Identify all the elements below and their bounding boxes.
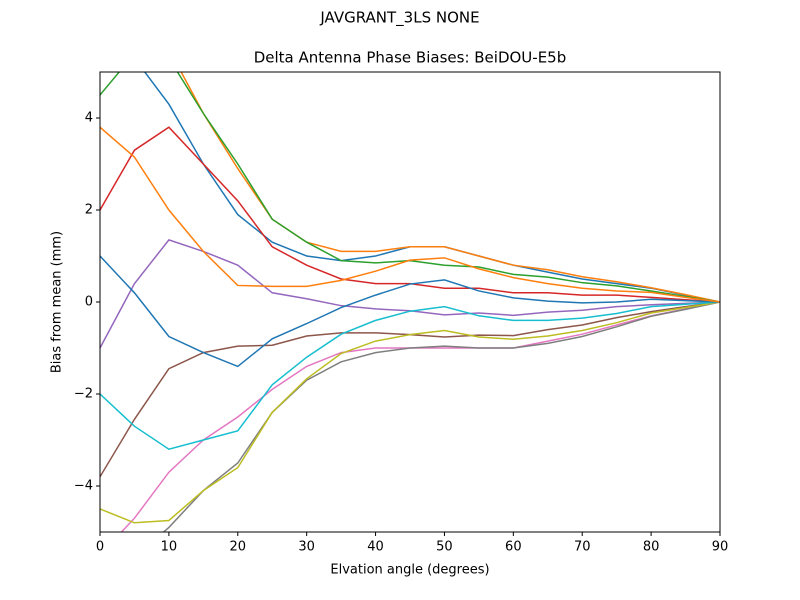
x-tick-label: 50 xyxy=(436,540,453,555)
series-line xyxy=(100,301,720,524)
x-tick-label: 40 xyxy=(367,540,384,555)
y-tick-label: 0 xyxy=(85,295,93,310)
series-line xyxy=(100,255,720,368)
x-axis-label: Elvation angle (degrees) xyxy=(330,563,489,578)
y-tick-label: 2 xyxy=(85,203,93,218)
x-tick-label: 60 xyxy=(505,540,522,555)
x-tick-label: 30 xyxy=(298,540,315,555)
y-axis-label: Bias from mean (mm) xyxy=(50,231,65,373)
x-tick-label: 70 xyxy=(574,540,591,555)
series-line xyxy=(100,301,720,451)
x-tick-label: 90 xyxy=(712,540,729,555)
x-tick-label: 10 xyxy=(161,540,178,555)
y-tick-label: −4 xyxy=(74,479,93,494)
x-tick-label: 0 xyxy=(96,540,104,555)
y-tick-label: 4 xyxy=(85,111,93,126)
x-tick-label: 20 xyxy=(230,540,247,555)
suptitle: JAVGRANT_3LS NONE xyxy=(319,9,479,28)
plot-area xyxy=(100,72,720,532)
chart-title: Delta Antenna Phase Biases: BeiDOU-E5b xyxy=(254,49,567,67)
x-tick-label: 80 xyxy=(643,540,660,555)
y-tick-label: −2 xyxy=(74,387,93,402)
series-line xyxy=(100,126,720,303)
